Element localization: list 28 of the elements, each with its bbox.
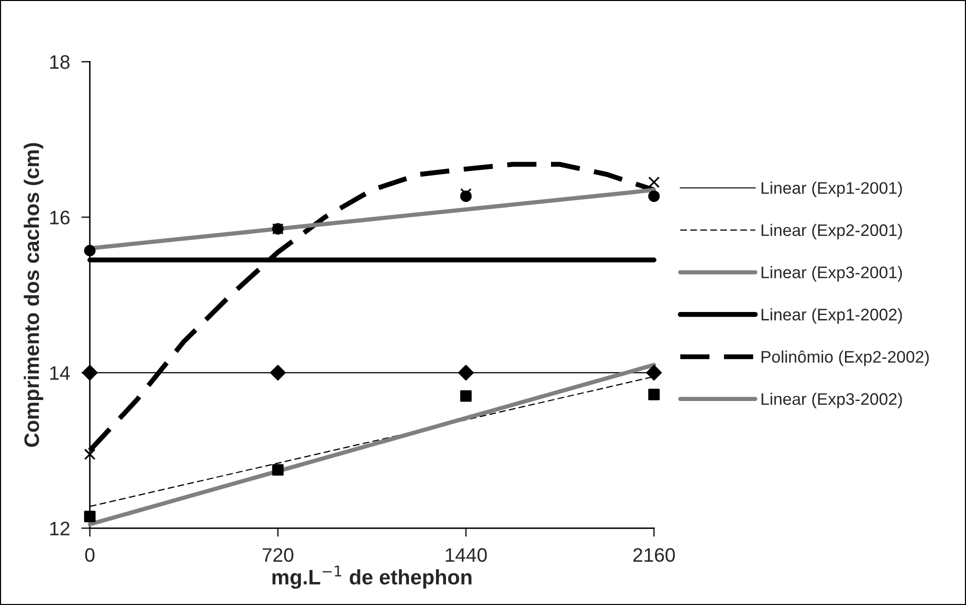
point xyxy=(270,364,286,380)
x-axis-title: mg.L$^{−1}$ de ethephon xyxy=(272,566,472,589)
point xyxy=(272,464,284,476)
point xyxy=(646,364,662,380)
legend-label: Linear (Exp3-2002) xyxy=(762,392,902,408)
y-tick-label: 16 xyxy=(50,210,70,224)
point xyxy=(84,448,96,460)
legend-label: Linear (Exp1-2002) xyxy=(762,308,902,324)
legend-label: Polinômio (Exp2-2002) xyxy=(762,350,929,366)
legend-label: Linear (Exp3-2001) xyxy=(762,266,902,282)
x-tick-label: 1440 xyxy=(446,548,487,562)
point xyxy=(648,176,660,188)
legend-label: Linear (Exp2-2001) xyxy=(762,224,902,240)
y-axis-title: Comprimento dos cachos (cm) xyxy=(24,143,44,447)
x-tick-label: 2160 xyxy=(633,548,675,562)
point xyxy=(460,390,472,402)
point xyxy=(84,244,96,256)
point xyxy=(648,388,660,400)
point xyxy=(648,190,660,202)
y-tick-label: 14 xyxy=(50,366,70,380)
y-tick-label: 12 xyxy=(50,522,70,536)
point xyxy=(82,364,98,380)
point xyxy=(458,364,474,380)
point xyxy=(84,510,96,522)
x-tick-label: 0 xyxy=(85,548,94,562)
y-tick-label: 18 xyxy=(50,55,70,69)
legend-label: Linear (Exp1-2001) xyxy=(762,182,902,198)
x-tick-label: 720 xyxy=(262,548,294,562)
